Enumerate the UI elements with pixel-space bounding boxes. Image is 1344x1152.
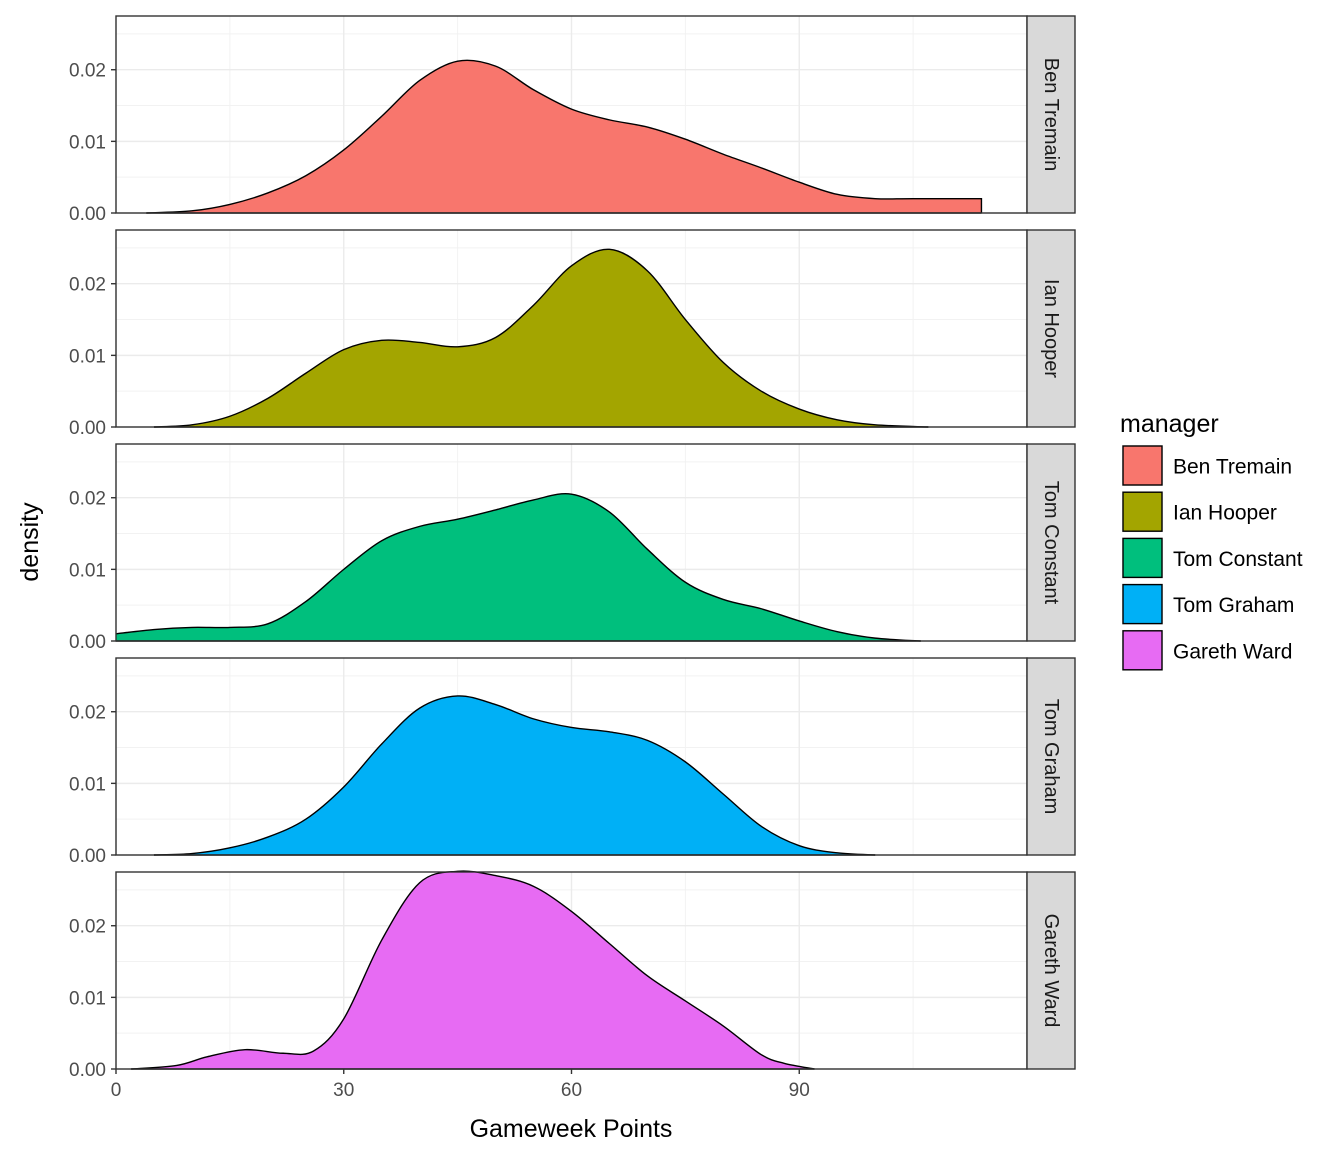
y-tick-label: 0.00 (69, 204, 106, 225)
y-tick-label: 0.00 (69, 418, 106, 439)
facet-strip (1026, 657, 1076, 856)
y-tick-label: 0.02 (69, 703, 106, 724)
facet-strip-label: Tom Graham (1040, 699, 1062, 815)
legend-item-ian-hooper: Ian Hooper (1122, 491, 1277, 533)
facet-strip (1026, 15, 1076, 214)
y-tick-label: 0.01 (69, 132, 106, 153)
legend-swatch (1122, 537, 1163, 579)
panel-tom-graham: 0.00 0.01 0.02 Tom Graham (69, 657, 1076, 867)
x-tick-label: 60 (561, 1080, 582, 1101)
panel-tom-constant: 0.00 0.01 0.02 Tom Constant (69, 443, 1076, 653)
y-tick-label: 0.01 (69, 560, 106, 581)
density-outline-tom-constant (115, 493, 921, 642)
x-axis: 0 30 60 90 (111, 1069, 810, 1101)
y-tick-label: 0.01 (69, 774, 106, 795)
x-tick-label: 90 (789, 1080, 810, 1101)
density-outline-gareth-ward (131, 870, 815, 1070)
legend-label: Ben Tremain (1173, 456, 1292, 479)
density-area-gareth-ward (131, 871, 815, 1069)
y-tick-label: 0.00 (69, 1060, 106, 1081)
y-tick-label: 0.02 (69, 489, 106, 510)
panel-ben-tremain: 0.00 0.01 0.02 Ben Tremain (69, 15, 1076, 225)
facet-strip (1026, 229, 1076, 428)
y-tick-label: 0.02 (69, 61, 106, 82)
density-area-ian-hooper (153, 249, 929, 427)
legend-swatch (1122, 630, 1163, 671)
facet-strip-label: Tom Constant (1040, 481, 1062, 605)
facet-strip (1026, 443, 1076, 642)
x-tick-label: 30 (333, 1080, 354, 1101)
legend-item-ben-tremain: Ben Tremain (1122, 445, 1292, 486)
density-outline-tom-graham (153, 695, 876, 856)
y-tick-label: 0.01 (69, 988, 106, 1009)
legend-label: Tom Graham (1173, 594, 1294, 617)
panel-gareth-ward: 0.00 0.01 0.02 Gareth Ward (69, 870, 1076, 1081)
legend-swatch (1122, 445, 1163, 486)
legend: manager Ben Tremain Ian Hooper Tom Constan… (1120, 410, 1303, 671)
legend-item-tom-constant: Tom Constant (1122, 537, 1303, 579)
facet-strip-label: Ian Hooper (1040, 279, 1062, 378)
y-tick-label: 0.02 (69, 917, 106, 938)
y-axis-title: density (16, 502, 44, 582)
density-area-tom-graham (153, 695, 876, 855)
facet-strip-label: Gareth Ward (1040, 914, 1062, 1028)
legend-item-gareth-ward: Gareth Ward (1122, 629, 1292, 671)
legend-title: manager (1120, 410, 1219, 438)
y-tick-label: 0.02 (69, 275, 106, 296)
x-axis-title: Gameweek Points (470, 1115, 673, 1143)
y-tick-label: 0.00 (69, 846, 106, 867)
legend-label: Gareth Ward (1173, 640, 1292, 663)
legend-item-tom-graham: Tom Graham (1122, 583, 1294, 625)
facet-panels: 0.00 0.01 0.02 Ben Tremain 0.00 0.01 0.02 Ian H… (69, 15, 1076, 1081)
facet-strip (1026, 871, 1076, 1070)
panel-ian-hooper: 0.00 0.01 0.02 Ian Hooper (69, 229, 1076, 439)
density-area-ben-tremain (146, 60, 982, 213)
facet-strip-label: Ben Tremain (1040, 58, 1062, 171)
legend-swatch (1122, 583, 1163, 625)
y-tick-label: 0.01 (69, 346, 106, 367)
legend-label: Tom Constant (1173, 548, 1303, 571)
density-outline-ian-hooper (153, 248, 929, 428)
density-area-tom-constant (116, 493, 921, 641)
y-tick-label: 0.00 (69, 632, 106, 653)
density-outline-ben-tremain (146, 59, 983, 214)
legend-swatch (1122, 491, 1163, 532)
x-tick-label: 0 (111, 1080, 122, 1101)
legend-label: Ian Hooper (1173, 502, 1277, 525)
